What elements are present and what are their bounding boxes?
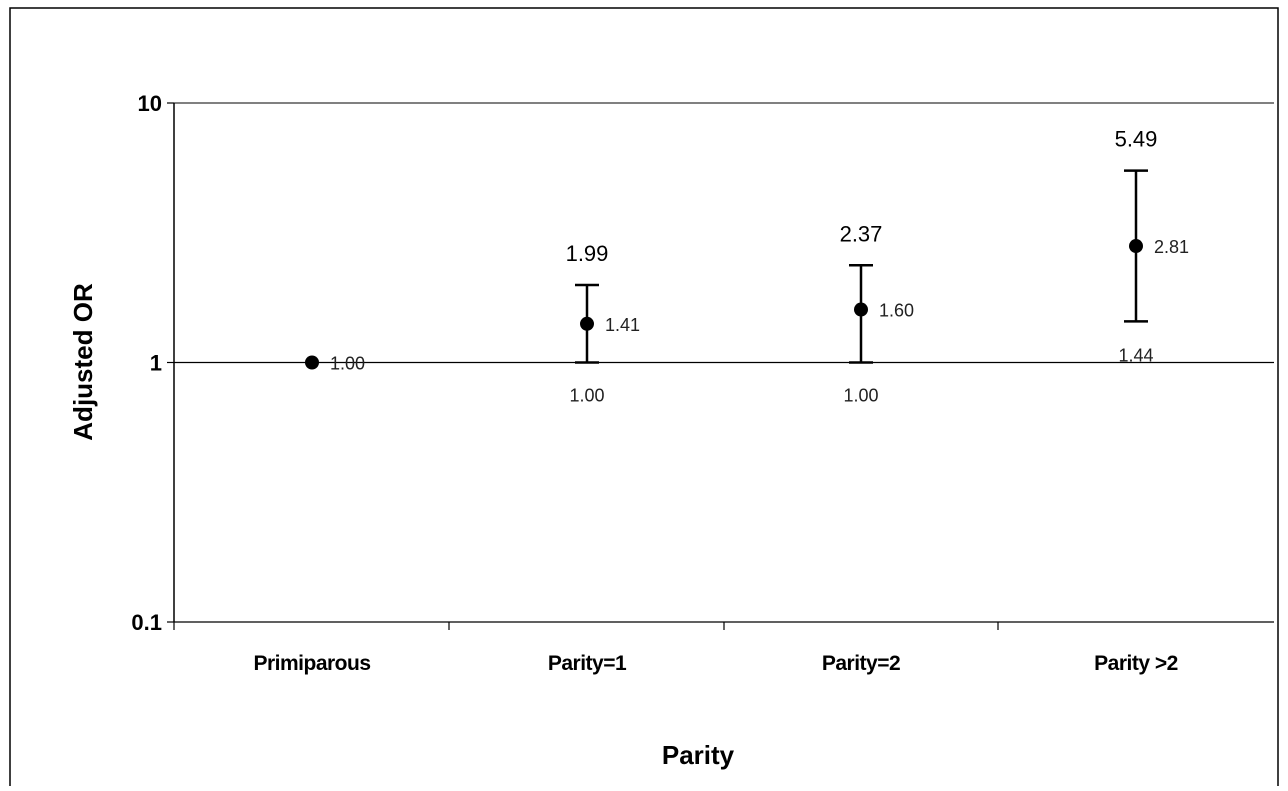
marks-layer [305,169,1148,370]
lower-ci-label: 1.44 [1118,345,1153,365]
x-tick-label: Parity=2 [822,652,900,675]
data-point [854,302,868,317]
point-value-label: 1.00 [330,354,365,374]
y-tick-label: 0.1 [131,610,162,635]
x-tick-label: Primiparous [253,652,370,675]
y-tick-label: 10 [138,91,162,116]
point-value-label: 2.81 [1154,237,1189,257]
y-axis-title: Adjusted OR [68,283,98,441]
outer-border [9,7,1279,791]
x-axis-title: Parity [662,740,735,770]
point-value-label: 1.60 [879,301,914,321]
x-tick-label: Parity >2 [1094,652,1178,675]
upper-ci-label: 5.49 [1115,127,1158,152]
data-point [1129,239,1143,254]
data-point [580,316,594,331]
x-tick-label: Parity=1 [548,652,627,675]
upper-ci-label: 2.37 [840,221,883,246]
upper-ci-label: 1.99 [566,241,609,266]
data-point [305,355,319,370]
axes-layer: 10 1 0.1 Primiparous Parity=1 Parity=2 Parity … [131,91,1274,675]
y-tick-label: 1 [150,351,162,376]
point-value-label: 1.41 [605,315,640,335]
labels-layer: 1.00 1.99 1.00 1.41 2.37 1.00 1.60 5.49 1.44 2.81 [330,127,1189,406]
lower-ci-label: 1.00 [569,386,604,406]
lower-ci-label: 1.00 [843,386,878,406]
